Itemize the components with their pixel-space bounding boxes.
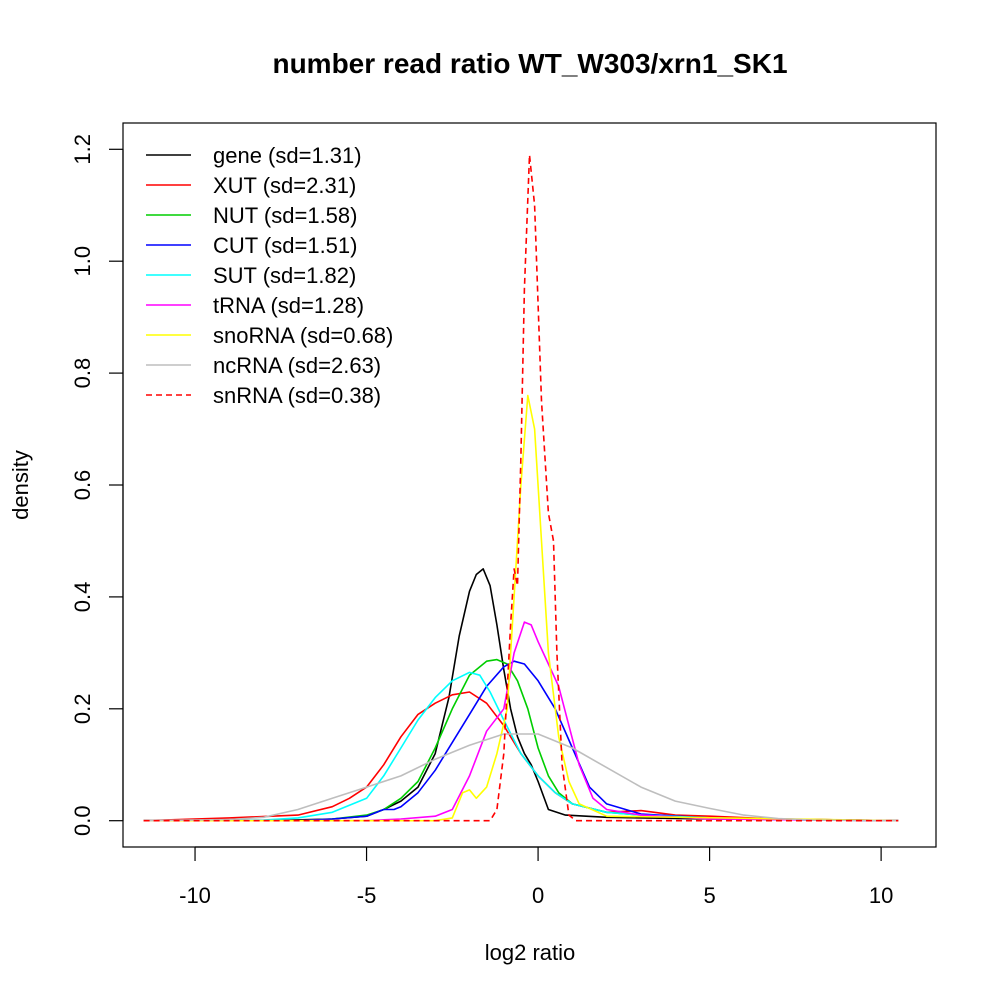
series-line-6: [143, 394, 899, 822]
series-line-2: [143, 658, 899, 822]
legend-label: snoRNA (sd=0.68): [213, 323, 393, 348]
plot-area: [143, 154, 899, 822]
x-tick-label: 0: [532, 883, 544, 908]
legend-label: NUT (sd=1.58): [213, 203, 357, 228]
series-line-5: [143, 621, 899, 822]
series-line-8: [143, 154, 899, 822]
plot-frame: [122, 122, 937, 848]
y-tick-label: 1.2: [70, 134, 95, 165]
legend-label: ncRNA (sd=2.63): [213, 353, 381, 378]
legend: gene (sd=1.31) XUT (sd=2.31) NUT (sd=1.58)…: [146, 143, 393, 408]
legend-label: CUT (sd=1.51): [213, 233, 357, 258]
series-line-0: [143, 568, 899, 822]
series-line-1: [143, 691, 899, 822]
legend-label: SUT (sd=1.82): [213, 263, 356, 288]
legend-label: gene (sd=1.31): [213, 143, 362, 168]
y-tick-label: 0.6: [70, 470, 95, 501]
x-tick-label: -5: [357, 883, 377, 908]
x-tick-label: -10: [179, 883, 211, 908]
y-axis-label: density: [8, 450, 33, 520]
y-tick-label: 0.0: [70, 805, 95, 836]
legend-label: XUT (sd=2.31): [213, 173, 356, 198]
y-tick-label: 1.0: [70, 246, 95, 277]
x-tick-label: 5: [703, 883, 715, 908]
series-line-3: [143, 660, 899, 822]
series-line-4: [143, 671, 899, 822]
x-axis: -10 -5 0 5 10: [179, 846, 893, 908]
series-line-7: [143, 733, 899, 822]
x-tick-label: 10: [869, 883, 893, 908]
y-tick-label: 0.2: [70, 694, 95, 725]
x-axis-label: log2 ratio: [485, 940, 576, 965]
chart-title: number read ratio WT_W303/xrn1_SK1: [272, 48, 787, 79]
y-axis: 0.0 0.2 0.4 0.6 0.8 1.0 1.2: [70, 134, 124, 836]
legend-label: tRNA (sd=1.28): [213, 293, 364, 318]
legend-label: snRNA (sd=0.38): [213, 383, 381, 408]
y-tick-label: 0.8: [70, 358, 95, 389]
y-tick-label: 0.4: [70, 582, 95, 613]
